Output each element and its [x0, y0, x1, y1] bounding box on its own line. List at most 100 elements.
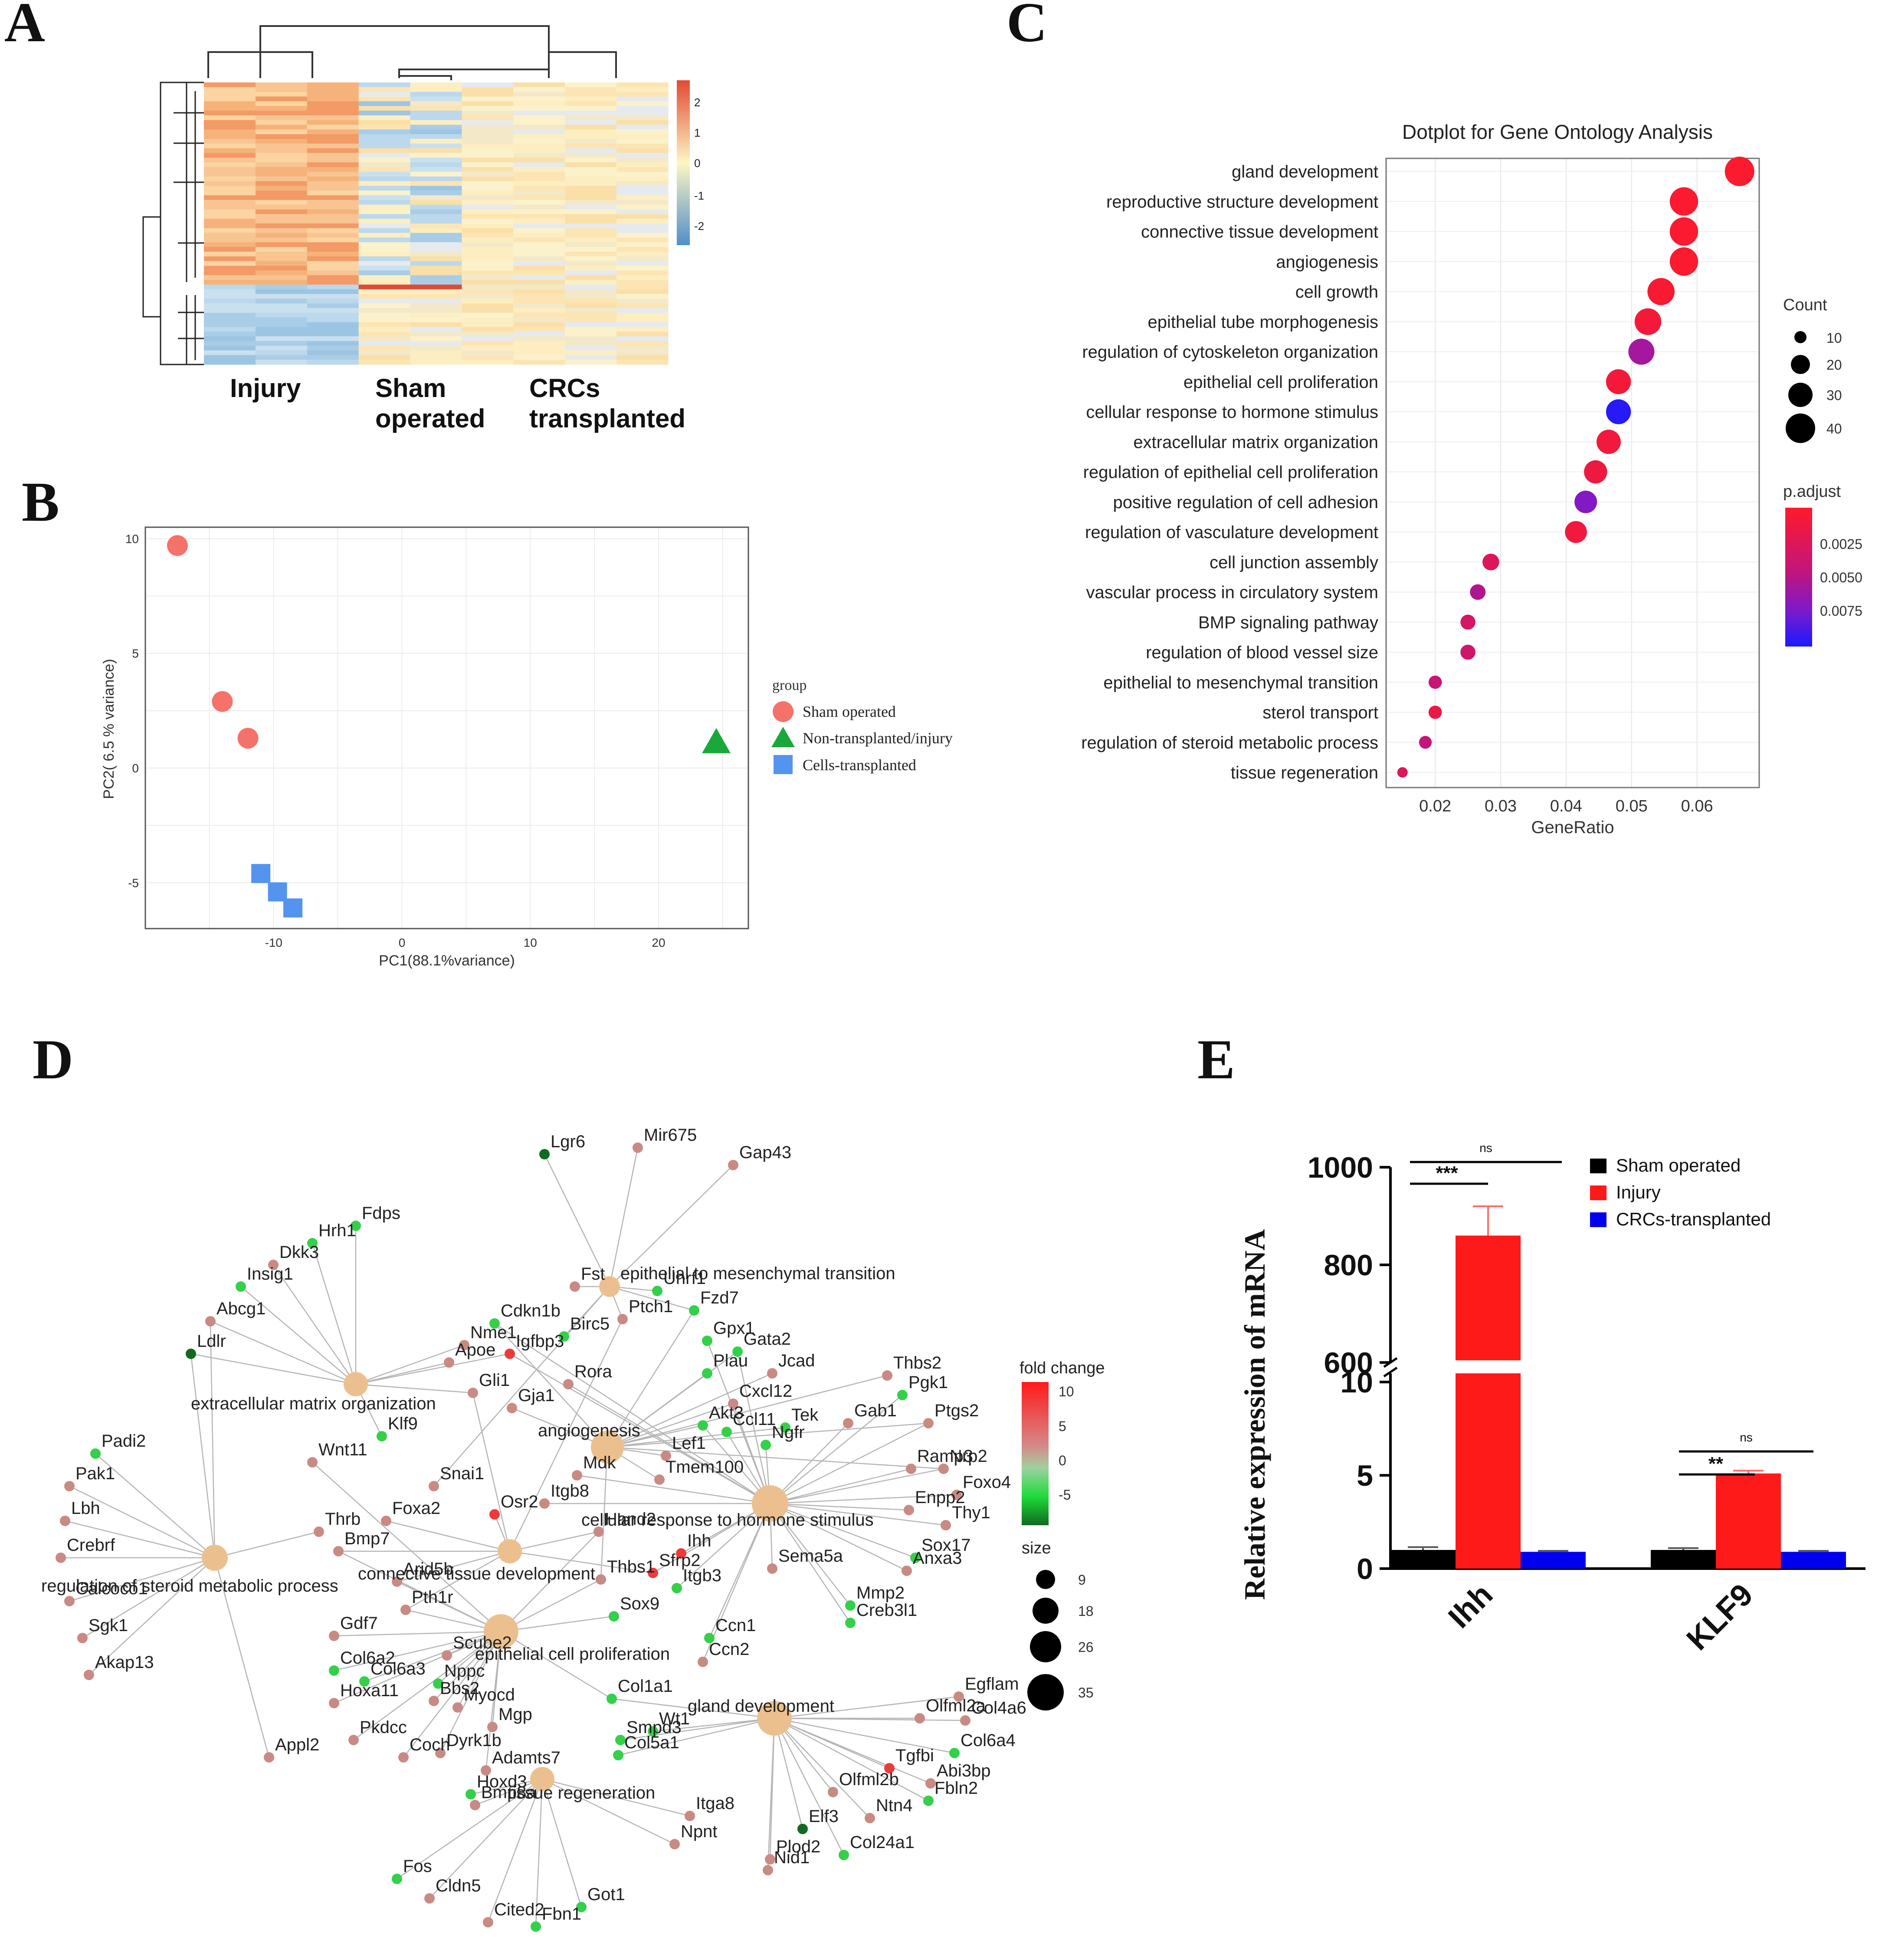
- heatmap-cell: [410, 345, 462, 351]
- network-gene-node: [186, 1349, 196, 1359]
- network-edge: [607, 1372, 708, 1448]
- bar-series: [1390, 1205, 1846, 1569]
- heatmap-cell: [410, 153, 462, 158]
- heatmap-cell: [513, 115, 565, 121]
- heatmap-cell: [462, 345, 514, 351]
- heatmap-cell: [462, 96, 514, 102]
- heatmap-cell: [358, 252, 411, 257]
- network-gene-label: Uhrf1: [663, 1269, 706, 1288]
- network-gene-label: Col4a6: [971, 1698, 1026, 1717]
- heatmap-cell: [462, 270, 514, 276]
- heatmap-cell: [462, 261, 514, 266]
- network-term-node: [752, 1485, 788, 1522]
- network-gene-label: Insig1: [247, 1264, 293, 1284]
- heatmap-cell: [204, 266, 256, 271]
- network-gene-node: [617, 1314, 628, 1324]
- network-edge: [767, 1718, 775, 1871]
- network-term-label: regulation of steroid metabolic process: [41, 1576, 338, 1596]
- heatmap-cell: [255, 275, 308, 280]
- heatmap-cell: [307, 350, 359, 355]
- network-edge: [544, 1154, 610, 1287]
- bar: [1651, 1550, 1716, 1569]
- network-gene-label: Fst: [581, 1264, 605, 1284]
- network-gene-label: Mdk: [583, 1453, 616, 1472]
- heatmap-cell: [204, 92, 256, 97]
- heatmap-cell: [255, 332, 308, 337]
- heatmap-cell: [616, 261, 669, 266]
- network-edge: [433, 1286, 610, 1487]
- heatmap-column-dendrogram: [207, 25, 617, 80]
- network-gene-node: [307, 1238, 318, 1248]
- network-gene-node: [433, 1678, 443, 1689]
- heatmap-cell: [358, 270, 411, 276]
- heatmap-cell: [255, 200, 308, 205]
- heatmap-cell: [358, 96, 411, 102]
- dotplot-term-label: epithelial cell proliferation: [1184, 373, 1378, 392]
- heatmap-cell: [565, 322, 617, 327]
- network-term-node: [344, 1372, 368, 1396]
- network-gene-node: [954, 1691, 964, 1702]
- pca-x-tick: -10: [265, 936, 282, 949]
- network-gene-node: [648, 1568, 658, 1578]
- heatmap-cell: [616, 270, 669, 276]
- heatmap-cell: [616, 332, 669, 337]
- network-gene-node: [904, 1505, 914, 1515]
- heatmap-cell: [462, 214, 514, 219]
- heatmap-cell: [307, 280, 359, 285]
- heatmap-cell: [410, 256, 462, 262]
- heatmap-cell: [462, 336, 514, 341]
- heatmap-cell: [462, 167, 514, 172]
- heatmap-cell: [616, 345, 669, 351]
- network-gene-node: [593, 1527, 604, 1537]
- legend-sham-label: Sham operated: [803, 703, 896, 720]
- heatmap-cell: [462, 308, 514, 313]
- heatmap-cell: [204, 303, 256, 309]
- heatmap-cell: [462, 289, 514, 295]
- network-edge: [652, 1717, 775, 1732]
- network-gene-node: [489, 1318, 500, 1329]
- heatmap-cell: [204, 341, 256, 346]
- sig-label: ns: [1740, 1431, 1753, 1444]
- heatmap-cell: [513, 139, 565, 144]
- heatmap-cell: [204, 204, 256, 210]
- heatmap-cell: [616, 209, 669, 214]
- dotplot-point: [1428, 675, 1442, 689]
- heatmap-cell: [410, 341, 462, 346]
- heatmap-cell: [358, 233, 411, 238]
- heatmap-cell: [307, 195, 359, 200]
- heatmap-cell: [255, 171, 308, 177]
- heatmap-cell: [616, 176, 669, 182]
- heatmap-cell: [513, 317, 565, 323]
- sig-label: **: [1708, 1453, 1724, 1474]
- heatmap-cell: [513, 96, 565, 102]
- network-gene-node: [698, 1657, 708, 1667]
- heatmap-cell: [410, 275, 462, 280]
- heatmap-cell: [307, 299, 359, 304]
- group-label-sham: Sham: [375, 374, 446, 403]
- heatmap-cell: [616, 322, 669, 327]
- heatmap-cell: [513, 209, 565, 214]
- network-gene-node: [483, 1917, 493, 1927]
- network-gene-label: Pgk1: [908, 1373, 948, 1392]
- heatmap-cell: [616, 237, 669, 243]
- heatmap-cell: [565, 129, 617, 135]
- network-edge: [770, 1468, 944, 1504]
- network-gene-node: [702, 1368, 712, 1379]
- heatmap-cell: [513, 219, 565, 224]
- heatmap-cell: [565, 223, 617, 229]
- heatmap-cell: [565, 332, 617, 337]
- heatmap-cell: [358, 158, 411, 163]
- network-gene-node: [333, 1546, 344, 1556]
- size-legend-label: 9: [1078, 1572, 1086, 1588]
- heatmap-cell: [307, 120, 359, 125]
- bar-y-tick: 5: [1357, 1459, 1373, 1492]
- network-edge: [542, 1778, 690, 1817]
- network-edge: [470, 1778, 543, 1795]
- network-gene-label: Coch: [410, 1735, 450, 1754]
- heatmap-cell: [565, 96, 617, 102]
- heatmap-cell: [410, 327, 462, 332]
- legend-crcs-label: CRCs-transplanted: [1616, 1209, 1771, 1229]
- heatmap-cell: [307, 261, 359, 266]
- foldchange-legend: fold change 10 5 0 -5 size 9 18 26 35: [1020, 1359, 1105, 1710]
- network-edge: [494, 1323, 608, 1448]
